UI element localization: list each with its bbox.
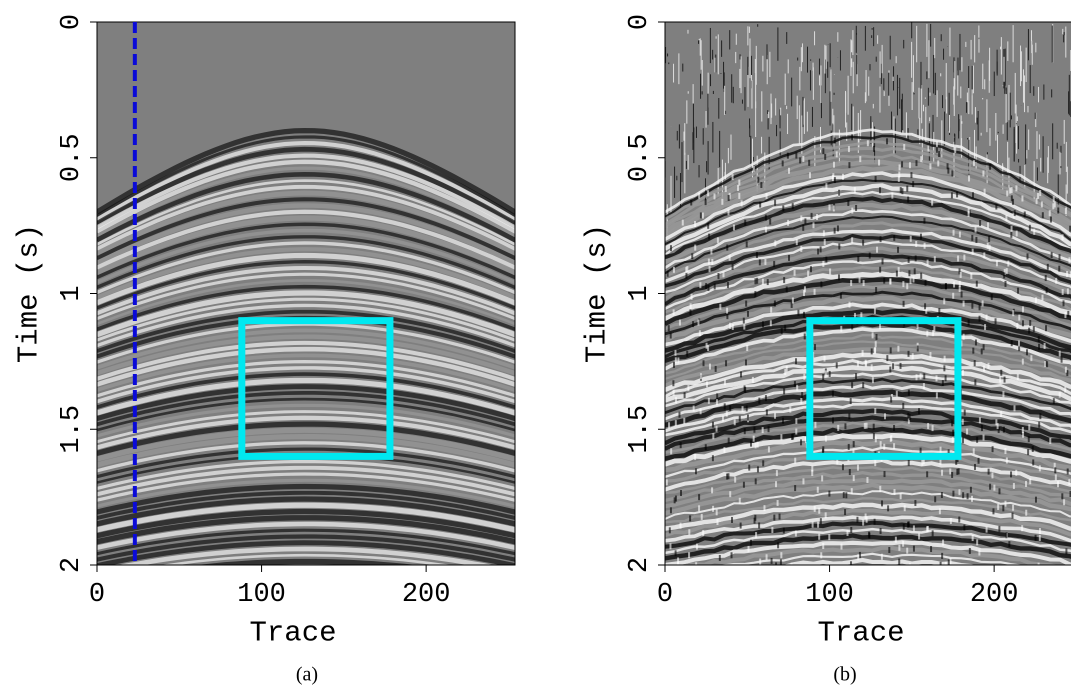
y-tick-label: 2 [625, 557, 655, 573]
panel: 0 100 200 0 0.5 1 1.5 2 Trace Time (s) (b) [581, 14, 1071, 686]
x-tick-label: 0 [89, 580, 105, 610]
x-tick-label: 100 [805, 580, 854, 610]
x-tick-label: 200 [970, 580, 1019, 610]
highlight-box [238, 317, 394, 460]
y-tick-label: 1.5 [57, 405, 87, 454]
y-tick-label: 0.5 [57, 133, 87, 182]
seismic-image [665, 22, 1071, 565]
x-axis-label: Trace [817, 617, 904, 650]
x-tick-label: 100 [237, 580, 286, 610]
y-tick-label: 0 [625, 14, 655, 30]
caption: (b) [833, 664, 856, 686]
panel: 0 100 200 0 0.5 1 1.5 2 Trace Time (s) (a) [13, 14, 516, 686]
caption: (a) [296, 664, 318, 686]
x-axis-label: Trace [249, 617, 336, 650]
y-tick-label: 0 [57, 14, 87, 30]
y-axis-label: Time (s) [13, 224, 46, 363]
y-tick-label: 1 [625, 285, 655, 301]
y-tick-label: 1 [57, 285, 87, 301]
y-axis-label: Time (s) [581, 224, 614, 363]
y-tick-label: 1.5 [625, 405, 655, 454]
x-tick-label: 0 [657, 580, 673, 610]
highlight-box [806, 317, 962, 460]
y-tick-label: 0.5 [625, 133, 655, 182]
x-tick-label: 200 [402, 580, 451, 610]
y-tick-label: 2 [57, 557, 87, 573]
seismic-image [97, 22, 515, 565]
